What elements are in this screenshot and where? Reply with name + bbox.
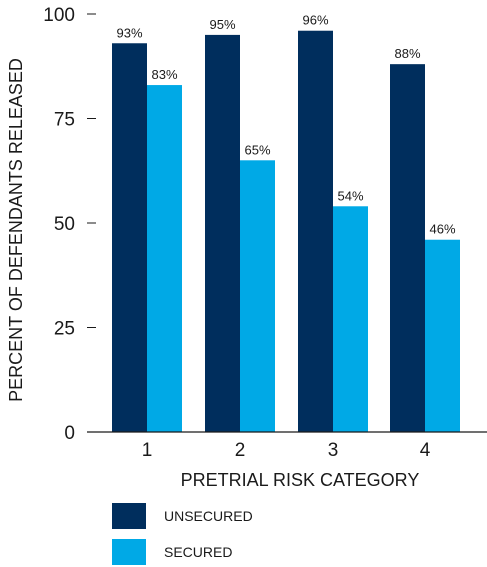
data-label: 83% bbox=[151, 67, 177, 82]
data-label: 95% bbox=[209, 17, 235, 32]
bar-unsecured-1 bbox=[112, 43, 147, 432]
y-axis-title: PERCENT OF DEFENDANTS RELEASED bbox=[6, 58, 26, 402]
y-tick-label: 100 bbox=[43, 5, 75, 26]
y-tick-label: 0 bbox=[64, 423, 75, 444]
bar-secured-2 bbox=[240, 160, 275, 433]
bar-unsecured-2 bbox=[205, 34, 240, 433]
data-label: 65% bbox=[244, 142, 270, 157]
legend-label-secured: SECURED bbox=[164, 544, 232, 560]
data-label: 46% bbox=[429, 222, 455, 237]
legend-label-unsecured: UNSECURED bbox=[164, 508, 253, 524]
bar-secured-4 bbox=[425, 239, 460, 432]
y-axis-ticks: 0 25 50 75 100 bbox=[43, 5, 96, 444]
data-label: 54% bbox=[337, 188, 363, 203]
bar-unsecured-3 bbox=[298, 30, 333, 432]
x-axis: 1 2 3 4 bbox=[87, 431, 487, 461]
bar-secured-1 bbox=[147, 85, 182, 432]
data-label: 93% bbox=[116, 25, 142, 40]
x-tick-label: 1 bbox=[142, 440, 153, 461]
data-label: 88% bbox=[394, 46, 420, 61]
legend: UNSECURED SECURED bbox=[112, 503, 253, 565]
y-tick-label: 50 bbox=[54, 214, 75, 235]
bar-secured-3 bbox=[333, 206, 368, 432]
x-tick-label: 3 bbox=[328, 440, 339, 461]
data-label: 96% bbox=[302, 13, 328, 28]
bar-unsecured-4 bbox=[390, 64, 425, 432]
x-tick-label: 4 bbox=[420, 440, 431, 461]
y-tick-label: 25 bbox=[54, 319, 75, 340]
y-tick-label: 75 bbox=[54, 110, 75, 131]
legend-swatch-secured bbox=[112, 539, 146, 565]
bars: 93% 83% 95% 65% 96% 54% 88% 46% bbox=[112, 13, 460, 433]
legend-swatch-unsecured bbox=[112, 503, 146, 529]
x-axis-title: PRETRIAL RISK CATEGORY bbox=[181, 470, 420, 490]
x-tick-label: 2 bbox=[235, 440, 246, 461]
